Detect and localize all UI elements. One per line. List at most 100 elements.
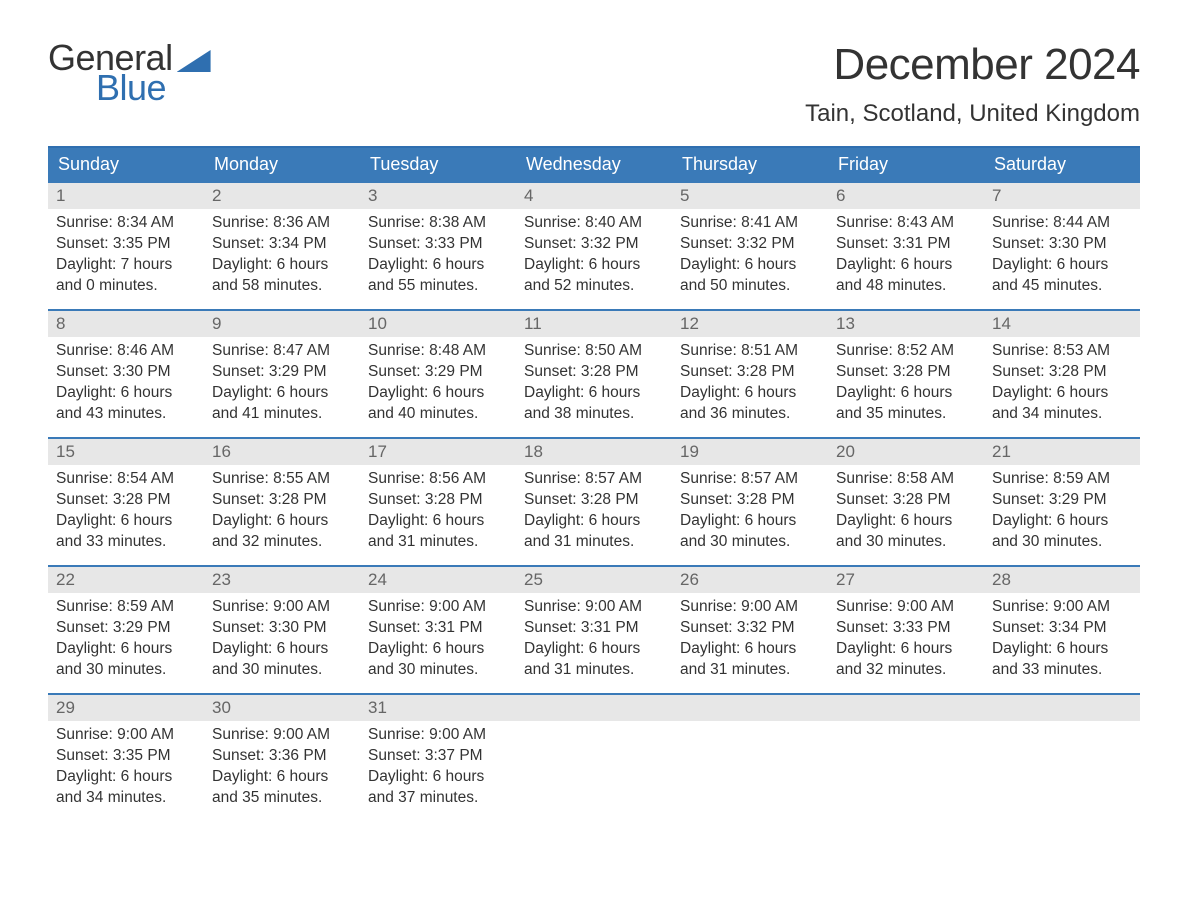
day-number: 21 [984, 439, 1140, 465]
sunset-text: Sunset: 3:33 PM [368, 234, 508, 255]
logo: General Blue [48, 40, 211, 106]
daylight-line2: and 37 minutes. [368, 788, 508, 809]
sunrise-text: Sunrise: 9:00 AM [368, 597, 508, 618]
daylight-line2: and 31 minutes. [680, 660, 820, 681]
day-number: 11 [516, 311, 672, 337]
sunset-text: Sunset: 3:28 PM [836, 362, 976, 383]
sunrise-text: Sunrise: 8:57 AM [680, 469, 820, 490]
sunrise-text: Sunrise: 8:36 AM [212, 213, 352, 234]
day-number-row: 13 [828, 311, 984, 337]
day-data: Sunrise: 9:00 AMSunset: 3:32 PMDaylight:… [672, 593, 828, 687]
header: General Blue December 2024 Tain, Scotlan… [48, 40, 1140, 128]
calendar-day-cell: 9Sunrise: 8:47 AMSunset: 3:29 PMDaylight… [204, 310, 360, 438]
sunrise-text: Sunrise: 8:40 AM [524, 213, 664, 234]
weekday-sunday: Sunday [48, 147, 204, 182]
calendar-day-cell: 26Sunrise: 9:00 AMSunset: 3:32 PMDayligh… [672, 566, 828, 694]
day-data: Sunrise: 8:36 AMSunset: 3:34 PMDaylight:… [204, 209, 360, 303]
sunrise-text: Sunrise: 9:00 AM [212, 725, 352, 746]
sunset-text: Sunset: 3:33 PM [836, 618, 976, 639]
day-number: 9 [204, 311, 360, 337]
daylight-line2: and 30 minutes. [56, 660, 196, 681]
day-data: Sunrise: 9:00 AMSunset: 3:35 PMDaylight:… [48, 721, 204, 815]
day-number-row: 11 [516, 311, 672, 337]
daylight-line2: and 32 minutes. [212, 532, 352, 553]
sunset-text: Sunset: 3:30 PM [56, 362, 196, 383]
calendar-day-cell: 19Sunrise: 8:57 AMSunset: 3:28 PMDayligh… [672, 438, 828, 566]
location: Tain, Scotland, United Kingdom [805, 100, 1140, 128]
sunset-text: Sunset: 3:32 PM [680, 234, 820, 255]
calendar-day-cell: 13Sunrise: 8:52 AMSunset: 3:28 PMDayligh… [828, 310, 984, 438]
daylight-line1: Daylight: 6 hours [836, 639, 976, 660]
sunrise-text: Sunrise: 8:50 AM [524, 341, 664, 362]
daylight-line2: and 45 minutes. [992, 276, 1132, 297]
sunrise-text: Sunrise: 8:59 AM [992, 469, 1132, 490]
day-number-row: 31 [360, 695, 516, 721]
day-number-row: 6 [828, 183, 984, 209]
sunrise-text: Sunrise: 9:00 AM [836, 597, 976, 618]
day-data: Sunrise: 8:54 AMSunset: 3:28 PMDaylight:… [48, 465, 204, 559]
day-number: 8 [48, 311, 204, 337]
sunrise-text: Sunrise: 8:41 AM [680, 213, 820, 234]
calendar-day-cell: 27Sunrise: 9:00 AMSunset: 3:33 PMDayligh… [828, 566, 984, 694]
day-data: Sunrise: 8:38 AMSunset: 3:33 PMDaylight:… [360, 209, 516, 303]
calendar-day-cell: 11Sunrise: 8:50 AMSunset: 3:28 PMDayligh… [516, 310, 672, 438]
daylight-line2: and 30 minutes. [680, 532, 820, 553]
daylight-line2: and 41 minutes. [212, 404, 352, 425]
day-number: 24 [360, 567, 516, 593]
sunrise-text: Sunrise: 8:54 AM [56, 469, 196, 490]
month-title: December 2024 [805, 40, 1140, 90]
day-data: Sunrise: 8:43 AMSunset: 3:31 PMDaylight:… [828, 209, 984, 303]
daylight-line2: and 55 minutes. [368, 276, 508, 297]
day-data: Sunrise: 9:00 AMSunset: 3:31 PMDaylight:… [360, 593, 516, 687]
sunset-text: Sunset: 3:35 PM [56, 234, 196, 255]
calendar-day-cell: 30Sunrise: 9:00 AMSunset: 3:36 PMDayligh… [204, 694, 360, 822]
day-number: 31 [360, 695, 516, 721]
sunrise-text: Sunrise: 9:00 AM [212, 597, 352, 618]
daylight-line2: and 40 minutes. [368, 404, 508, 425]
day-number: 5 [672, 183, 828, 209]
sunrise-text: Sunrise: 8:55 AM [212, 469, 352, 490]
day-data: Sunrise: 8:53 AMSunset: 3:28 PMDaylight:… [984, 337, 1140, 431]
calendar-day-cell [672, 694, 828, 822]
sunrise-text: Sunrise: 9:00 AM [680, 597, 820, 618]
calendar-day-cell: 28Sunrise: 9:00 AMSunset: 3:34 PMDayligh… [984, 566, 1140, 694]
daylight-line1: Daylight: 6 hours [368, 639, 508, 660]
daylight-line1: Daylight: 6 hours [56, 511, 196, 532]
sunrise-text: Sunrise: 8:47 AM [212, 341, 352, 362]
day-number-row: 23 [204, 567, 360, 593]
calendar-day-cell: 29Sunrise: 9:00 AMSunset: 3:35 PMDayligh… [48, 694, 204, 822]
sunset-text: Sunset: 3:34 PM [992, 618, 1132, 639]
day-number: 6 [828, 183, 984, 209]
daylight-line2: and 30 minutes. [212, 660, 352, 681]
sunset-text: Sunset: 3:35 PM [56, 746, 196, 767]
day-number-row: 10 [360, 311, 516, 337]
calendar-day-cell [516, 694, 672, 822]
day-number-row: 25 [516, 567, 672, 593]
daylight-line1: Daylight: 6 hours [212, 511, 352, 532]
day-data: Sunrise: 8:59 AMSunset: 3:29 PMDaylight:… [48, 593, 204, 687]
day-data: Sunrise: 8:41 AMSunset: 3:32 PMDaylight:… [672, 209, 828, 303]
day-number: 12 [672, 311, 828, 337]
daylight-line2: and 0 minutes. [56, 276, 196, 297]
sunset-text: Sunset: 3:31 PM [368, 618, 508, 639]
calendar-week-row: 22Sunrise: 8:59 AMSunset: 3:29 PMDayligh… [48, 566, 1140, 694]
sunrise-text: Sunrise: 8:48 AM [368, 341, 508, 362]
day-number: 19 [672, 439, 828, 465]
daylight-line1: Daylight: 6 hours [992, 639, 1132, 660]
calendar-day-cell: 25Sunrise: 9:00 AMSunset: 3:31 PMDayligh… [516, 566, 672, 694]
day-number-row: 19 [672, 439, 828, 465]
calendar-day-cell [984, 694, 1140, 822]
sunrise-text: Sunrise: 9:00 AM [524, 597, 664, 618]
weekday-tuesday: Tuesday [360, 147, 516, 182]
daylight-line1: Daylight: 6 hours [836, 511, 976, 532]
sunrise-text: Sunrise: 8:53 AM [992, 341, 1132, 362]
daylight-line1: Daylight: 6 hours [368, 767, 508, 788]
day-number: 14 [984, 311, 1140, 337]
day-number: 4 [516, 183, 672, 209]
sunrise-text: Sunrise: 9:00 AM [368, 725, 508, 746]
daylight-line1: Daylight: 6 hours [212, 383, 352, 404]
day-number: 23 [204, 567, 360, 593]
day-data: Sunrise: 8:57 AMSunset: 3:28 PMDaylight:… [516, 465, 672, 559]
calendar-day-cell: 7Sunrise: 8:44 AMSunset: 3:30 PMDaylight… [984, 182, 1140, 310]
daylight-line1: Daylight: 6 hours [992, 255, 1132, 276]
